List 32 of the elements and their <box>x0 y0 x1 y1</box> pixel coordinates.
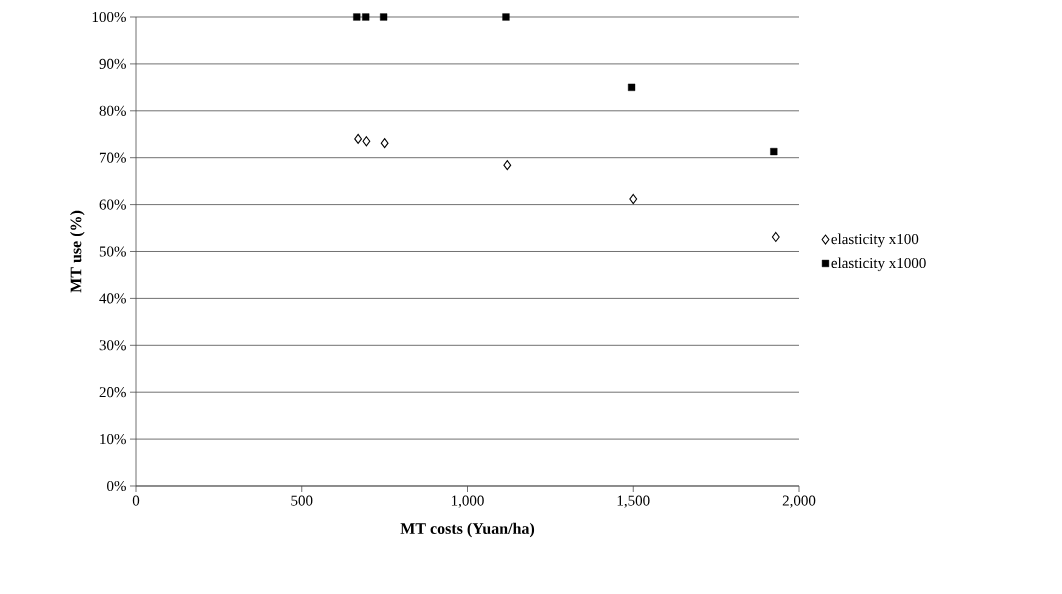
point <box>503 160 512 171</box>
point <box>362 13 370 21</box>
y-tick-label: 80% <box>99 105 126 116</box>
x-tick-label: 0 <box>132 495 140 506</box>
x-tick-label: 500 <box>291 495 313 506</box>
y-tick-label: 20% <box>99 387 126 398</box>
point <box>354 133 363 144</box>
point <box>770 148 778 156</box>
y-tick-label: 90% <box>99 58 126 69</box>
point <box>380 13 388 21</box>
y-tick-label: 100% <box>92 11 126 23</box>
point <box>380 138 389 149</box>
point <box>362 136 371 147</box>
y-tick-label: 0% <box>107 480 126 492</box>
y-tick-label: 30% <box>99 340 126 351</box>
point <box>353 13 361 21</box>
y-tick-label: 40% <box>99 293 126 304</box>
x-tick-label: 1,000 <box>451 495 484 508</box>
point <box>771 231 780 243</box>
y-tick-label: 70% <box>99 152 126 163</box>
x-axis-title: MT costs (Yuan/ha) <box>400 522 535 538</box>
legend-label: elasticity x1000 <box>831 257 926 272</box>
point <box>629 193 638 205</box>
y-tick-label: 60% <box>99 199 126 210</box>
point <box>628 83 636 91</box>
y-axis-title: MT use (%) <box>70 210 85 293</box>
y-tick-label: 50% <box>99 246 126 257</box>
x-tick-label: 2,000 <box>782 495 816 508</box>
y-tick-label: 10% <box>100 434 126 445</box>
x-tick-label: 1,500 <box>617 495 650 508</box>
legend-label: elasticity x100 <box>831 233 919 248</box>
point <box>502 13 510 21</box>
